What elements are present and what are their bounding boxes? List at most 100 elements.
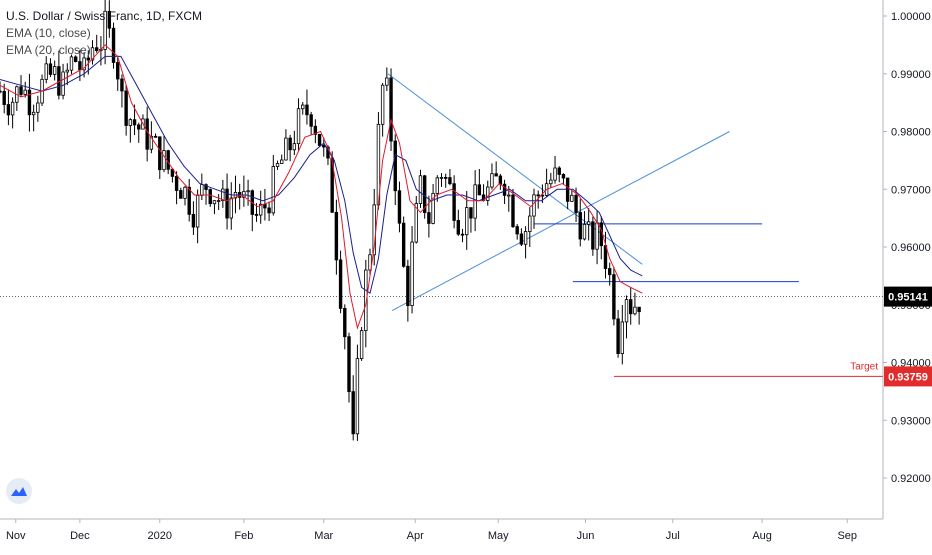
candle-body <box>263 203 267 209</box>
candle-body <box>179 190 183 199</box>
candle-body <box>280 159 284 164</box>
candle-body <box>595 222 599 250</box>
candle-body <box>301 104 305 110</box>
candle-body <box>368 254 372 271</box>
candle-body <box>582 223 587 240</box>
current-price-label: 0.95141 <box>888 292 928 304</box>
candle-body <box>322 145 326 148</box>
candle-body <box>397 190 402 224</box>
y-tick-label: 0.93000 <box>891 415 931 427</box>
candle-body <box>603 245 608 269</box>
candle-body <box>149 135 154 150</box>
candle-body <box>439 176 444 179</box>
candle-body <box>221 188 225 201</box>
candle-body <box>591 221 595 250</box>
candle-body <box>267 207 271 214</box>
candle-body <box>557 167 561 175</box>
candle-body <box>78 61 82 71</box>
candle-body <box>347 336 351 393</box>
candle-body <box>624 299 629 323</box>
candle-body <box>10 101 15 116</box>
x-tick-label: Feb <box>234 530 253 542</box>
ema10-line <box>0 44 643 330</box>
candle-body <box>380 84 385 125</box>
candle-body <box>435 177 439 194</box>
candle-body <box>427 212 431 224</box>
candle-body <box>120 78 124 92</box>
y-tick-label: 1.00000 <box>891 11 931 23</box>
ema10-label: EMA (10, close) <box>6 26 91 40</box>
candle-body <box>296 108 301 145</box>
x-tick-label: Jun <box>577 530 595 542</box>
candle-body <box>166 150 170 170</box>
candle-body <box>612 274 616 320</box>
candle-body <box>208 189 212 205</box>
candle-body <box>95 47 99 51</box>
ema20-label: EMA (20, close) <box>6 43 91 57</box>
candle-body <box>523 231 528 245</box>
x-tick-label: May <box>488 530 509 542</box>
candle-body <box>528 215 532 232</box>
candle-body <box>422 175 427 213</box>
candle-body <box>477 184 482 196</box>
candle-body <box>460 233 465 236</box>
candle-body <box>338 259 343 309</box>
candle-body <box>414 203 418 243</box>
trendline-lower-wedge <box>391 131 730 311</box>
candle-body <box>23 89 27 95</box>
candle-body <box>69 56 74 71</box>
candle-body <box>204 184 208 190</box>
candle-body <box>212 200 217 205</box>
candle-body <box>486 186 490 201</box>
candle-body <box>246 190 250 193</box>
candle-body <box>65 69 69 73</box>
candle-body <box>124 90 128 126</box>
candle-body <box>305 104 309 116</box>
symbol-title: U.S. Dollar / Swiss Franc, 1D, FXCM <box>6 9 203 23</box>
candle-body <box>187 186 191 215</box>
candle-body <box>90 47 95 61</box>
candle-body <box>418 175 423 204</box>
candle-body <box>292 143 297 151</box>
candle-body <box>406 265 410 307</box>
candle-body <box>515 226 519 235</box>
candle-body <box>242 191 246 198</box>
candle-body <box>174 175 179 191</box>
candle-body <box>448 177 452 185</box>
x-tick-label: Nov <box>6 530 26 542</box>
candle-body <box>502 183 507 196</box>
candle-body <box>27 89 32 116</box>
candle-body <box>490 173 494 188</box>
target-price-label-bg <box>884 366 932 387</box>
y-tick-label: 0.98000 <box>891 127 931 139</box>
candle-body <box>549 179 553 185</box>
x-tick-label: Sep <box>837 530 857 542</box>
candle-body <box>401 222 406 267</box>
x-tick-label: Jul <box>666 530 680 542</box>
candle-body <box>284 137 288 161</box>
candle-body <box>183 186 187 199</box>
candle-body <box>44 63 48 80</box>
tradingview-logo-icon[interactable] <box>6 478 32 504</box>
x-tick-label: Dec <box>70 530 90 542</box>
candle-body <box>494 173 498 177</box>
chart-legend: U.S. Dollar / Swiss Franc, 1D, FXCM EMA … <box>6 8 202 59</box>
candle-body <box>48 63 53 75</box>
y-tick-label: 0.92000 <box>891 473 931 485</box>
candle-body <box>195 195 200 228</box>
candle-body <box>385 77 389 86</box>
candle-body <box>19 86 23 95</box>
candle-body <box>158 136 162 171</box>
candle-body <box>313 125 318 135</box>
candle-body <box>52 66 57 75</box>
candle-body <box>2 91 6 105</box>
candle-body <box>389 77 393 142</box>
candle-body <box>254 214 259 216</box>
candle-body <box>469 207 473 219</box>
candle-body <box>465 207 469 236</box>
candle-body <box>444 176 448 179</box>
candle-body <box>317 133 322 146</box>
y-tick-label: 0.96000 <box>891 242 931 254</box>
